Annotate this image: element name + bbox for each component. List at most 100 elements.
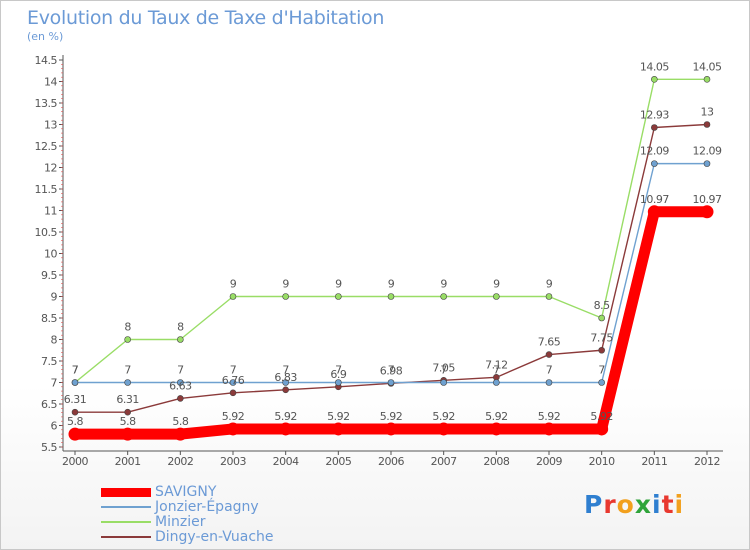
data-label-Minzier: 14.05 <box>693 60 722 73</box>
data-point-Jonzier-Épagny <box>335 379 342 386</box>
x-tick-label: 2000 <box>62 455 88 468</box>
data-point-Minzier <box>282 293 289 300</box>
logo-letter: o <box>616 490 635 519</box>
legend-swatch <box>101 487 151 497</box>
data-label-Minzier: 9 <box>230 278 237 291</box>
data-point-Jonzier-Épagny <box>598 379 605 386</box>
data-point-Minzier <box>545 293 553 300</box>
legend-label: SAVIGNY <box>155 484 217 500</box>
data-label-Dingy-en-Vuache: 6.63 <box>169 379 192 392</box>
data-point-Dingy-en-Vuache <box>703 121 711 128</box>
data-label-Dingy-en-Vuache: 7.65 <box>538 336 561 349</box>
data-point-Dingy-en-Vuache <box>71 408 79 416</box>
x-tick-label: 2008 <box>483 455 509 468</box>
data-label-Dingy-en-Vuache: 6.31 <box>116 393 139 406</box>
data-label-Jonzier-Épagny: 7 <box>230 364 237 377</box>
data-label-SAVIGNY: 5.8 <box>172 415 188 428</box>
data-label-Dingy-en-Vuache: 6.76 <box>222 374 245 387</box>
data-label-Minzier: 8 <box>124 321 131 334</box>
y-tick-label: 5.5 <box>41 441 57 454</box>
data-label-SAVIGNY: 5.8 <box>67 415 83 428</box>
data-label-Jonzier-Épagny: 12.09 <box>693 145 722 158</box>
data-label-Minzier: 9 <box>440 278 447 291</box>
data-point-SAVIGNY <box>121 427 135 441</box>
data-point-Minzier <box>335 293 342 300</box>
chart-title: Evolution du Taux de Taxe d'Habitation <box>27 7 385 29</box>
y-tick-label: 6.5 <box>41 398 57 411</box>
data-point-Jonzier-Épagny <box>177 379 184 386</box>
data-label-Minzier: 9 <box>493 278 500 291</box>
y-tick-label: 6 <box>51 420 58 433</box>
data-label-Minzier: 9 <box>388 278 395 291</box>
data-point-Jonzier-Épagny <box>71 379 79 386</box>
legend-label: Minzier <box>155 514 206 530</box>
logo-letter: P <box>584 490 604 519</box>
data-label-Minzier: 9 <box>335 278 342 291</box>
data-label-Minzier: 9 <box>546 278 553 291</box>
data-label-SAVIGNY: 10.97 <box>640 193 669 206</box>
y-tick-label: 11 <box>44 205 57 218</box>
logo-letter: i <box>674 490 685 519</box>
data-label-Minzier: 8.5 <box>594 299 610 312</box>
legend-swatch <box>101 521 151 523</box>
y-tick-label: 14.5 <box>35 54 58 67</box>
logo-letter: t <box>661 490 675 519</box>
data-point-Minzier <box>493 293 500 300</box>
data-label-Dingy-en-Vuache: 7.12 <box>485 358 508 371</box>
data-point-SAVIGNY <box>384 422 398 436</box>
x-tick-label: 2002 <box>167 455 193 468</box>
x-tick-label: 2006 <box>378 455 404 468</box>
data-point-Jonzier-Épagny <box>440 379 447 386</box>
data-point-Dingy-en-Vuache <box>598 346 605 354</box>
data-point-SAVIGNY <box>647 205 661 219</box>
data-point-Jonzier-Épagny <box>124 379 131 386</box>
data-label-SAVIGNY: 5.92 <box>222 410 245 423</box>
data-label-Jonzier-Épagny: 7 <box>282 364 289 377</box>
legend-label: Jonzier-Épagny <box>155 499 259 515</box>
data-label-Jonzier-Épagny: 7 <box>177 364 184 377</box>
data-label-Dingy-en-Vuache: 6.9 <box>330 368 346 381</box>
data-label-SAVIGNY: 5.92 <box>432 410 455 423</box>
y-tick-label: 8.5 <box>41 312 57 325</box>
x-tick-label: 2012 <box>694 455 720 468</box>
data-point-SAVIGNY <box>542 422 556 436</box>
y-tick-label: 7.5 <box>41 355 57 368</box>
x-tick-label: 2009 <box>536 455 562 468</box>
data-point-Dingy-en-Vuache <box>651 124 658 131</box>
legend-label: Dingy-en-Vuache <box>155 529 274 545</box>
data-point-Jonzier-Épagny <box>651 160 658 167</box>
data-label-Jonzier-Épagny: 7 <box>493 364 500 377</box>
data-label-Dingy-en-Vuache: 7.05 <box>432 361 455 374</box>
y-tick-label: 11.5 <box>35 183 58 196</box>
proxiti-logo: Proxiti <box>584 490 684 519</box>
data-point-SAVIGNY <box>700 205 714 219</box>
data-point-Jonzier-Épagny <box>703 160 711 167</box>
data-label-Jonzier-Épagny: 7 <box>546 364 553 377</box>
x-tick-label: 2005 <box>325 455 351 468</box>
logo-letter: i <box>652 490 662 519</box>
data-label-Dingy-en-Vuache: 7.75 <box>590 331 613 344</box>
data-label-Dingy-en-Vuache: 6.98 <box>380 364 403 377</box>
data-label-SAVIGNY: 5.92 <box>274 410 297 423</box>
data-point-Jonzier-Épagny <box>493 379 500 386</box>
data-label-SAVIGNY: 5.92 <box>327 410 350 423</box>
y-tick-label: 9.5 <box>41 269 57 282</box>
data-point-Dingy-en-Vuache <box>282 386 289 394</box>
x-tick-label: 2003 <box>220 455 246 468</box>
data-label-Jonzier-Épagny: 7 <box>440 364 447 377</box>
data-label-SAVIGNY: 5.92 <box>538 410 561 423</box>
data-label-Minzier: 7 <box>72 364 79 377</box>
x-tick-label: 2001 <box>115 455 141 468</box>
data-point-SAVIGNY <box>595 422 609 436</box>
data-label-Dingy-en-Vuache: 6.31 <box>64 393 87 406</box>
data-point-SAVIGNY <box>173 427 187 441</box>
y-tick-label: 9 <box>51 291 58 304</box>
data-point-SAVIGNY <box>68 427 82 441</box>
data-label-Minzier: 8 <box>177 321 184 334</box>
chart-unit-label: (en %) <box>27 30 64 43</box>
x-tick-label: 2007 <box>431 455 457 468</box>
y-tick-label: 10 <box>44 248 57 261</box>
data-point-Minzier <box>177 336 184 343</box>
data-point-Jonzier-Épagny <box>282 379 289 386</box>
